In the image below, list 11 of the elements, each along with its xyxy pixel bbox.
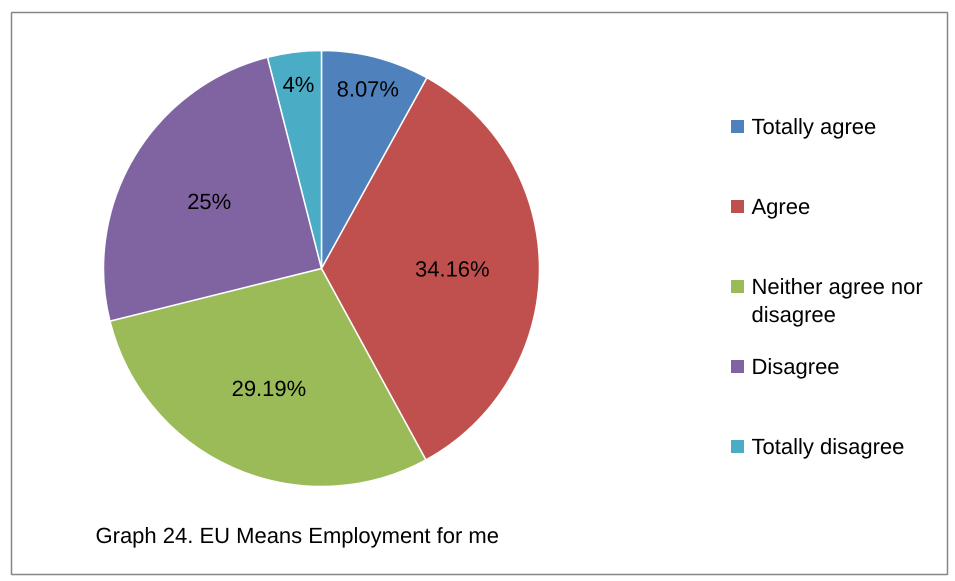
- data-label: 25%: [187, 188, 232, 214]
- legend-label: Disagree: [752, 354, 840, 379]
- legend-label: Totally disagree: [752, 434, 904, 459]
- legend-label: Totally agree: [752, 114, 876, 139]
- data-label: 4%: [282, 72, 314, 98]
- data-label: 29.19%: [232, 376, 306, 401]
- data-label: 34.16%: [414, 256, 490, 282]
- legend-label: Agree: [752, 194, 810, 219]
- legend-label: Neither agree nor disagree: [752, 274, 923, 327]
- data-label: 8.07%: [336, 76, 399, 102]
- text: Graph 24. EU Means Employment for me: [96, 523, 499, 548]
